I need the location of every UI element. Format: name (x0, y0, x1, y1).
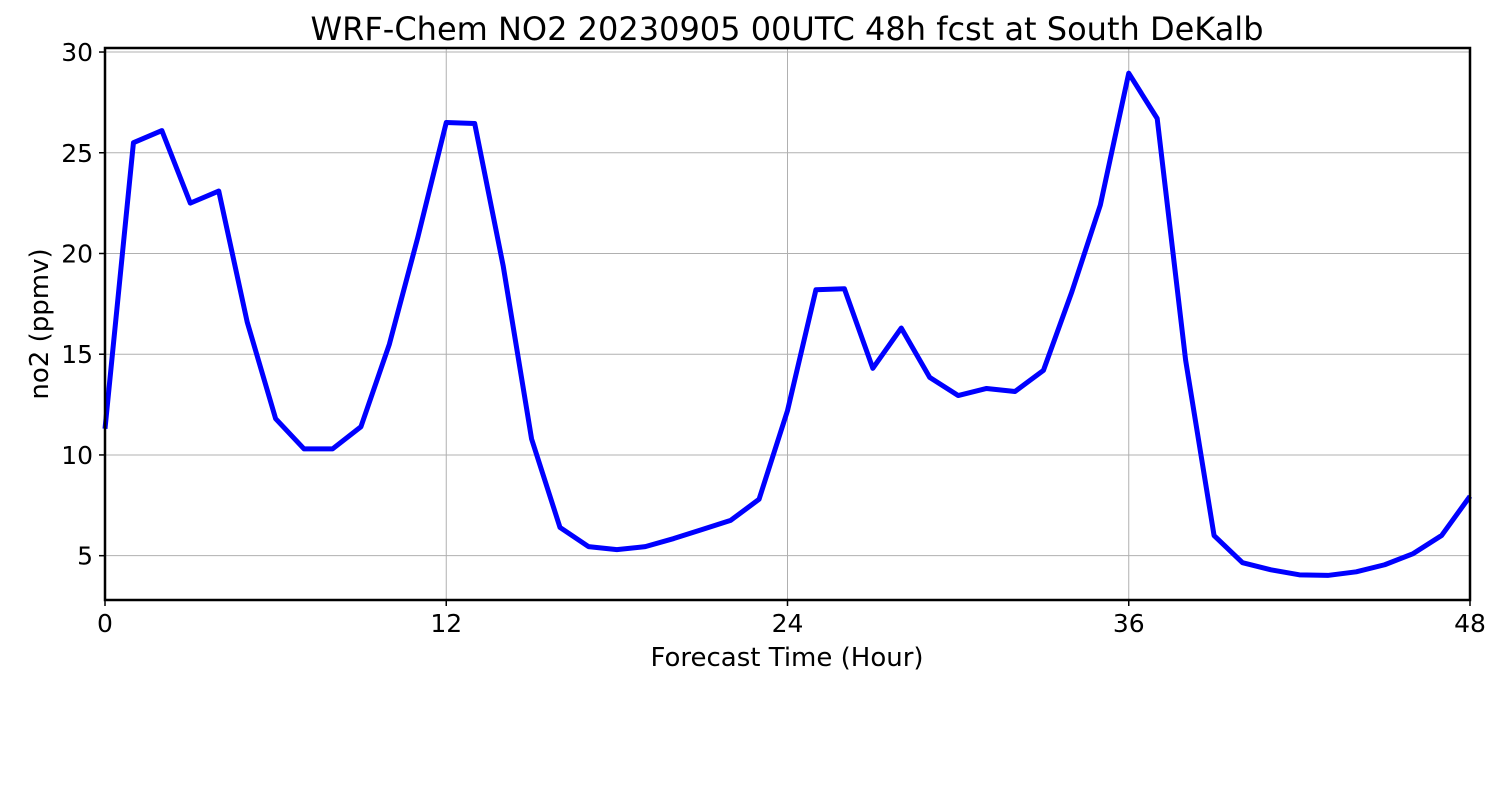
y-tick-label: 30 (61, 38, 93, 67)
grid-lines (105, 48, 1470, 600)
y-tick-label: 5 (77, 542, 93, 571)
x-tick-label: 12 (430, 609, 462, 638)
y-tick-label: 15 (61, 340, 93, 369)
x-tick-label: 48 (1454, 609, 1486, 638)
series-layer (102, 70, 1473, 578)
x-tick-label: 0 (97, 609, 113, 638)
y-tick-label: 25 (61, 139, 93, 168)
x-tick-label: 36 (1113, 609, 1145, 638)
chart-title: WRF-Chem NO2 20230905 00UTC 48h fcst at … (311, 10, 1264, 48)
series-line-0 (102, 70, 1473, 578)
y-axis-label: no2 (ppmv) (25, 248, 55, 399)
x-axis-label: Forecast Time (Hour) (650, 643, 923, 673)
y-tick-label: 10 (61, 441, 93, 470)
x-axis: 0 12 24 36 48 (97, 600, 1486, 638)
y-axis: 5 10 15 20 25 30 (61, 38, 105, 571)
x-tick-label: 24 (772, 609, 804, 638)
y-tick-label: 20 (61, 239, 93, 268)
